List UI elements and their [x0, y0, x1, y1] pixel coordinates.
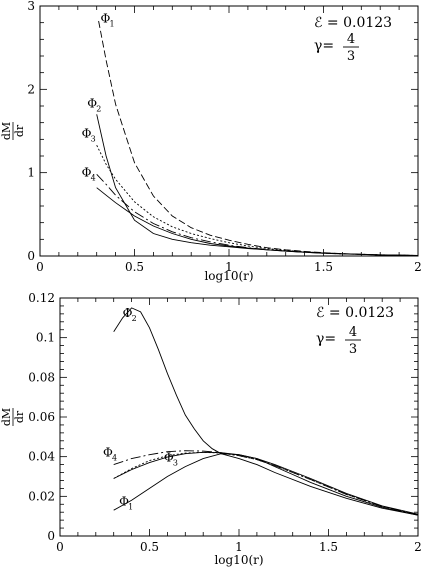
y-axis-label-numerator: dM — [0, 408, 13, 426]
series-label-symbol: Φ — [103, 446, 113, 460]
series-line-5 — [96, 187, 419, 256]
series-line-4 — [113, 450, 419, 516]
series-label-subscript: 4 — [91, 174, 96, 183]
series-label-symbol: Φ — [164, 451, 174, 465]
y-tick-label: 0.1 — [36, 331, 55, 345]
x-tick-label: 0.5 — [140, 540, 159, 554]
gamma-annotation-prefix: γ= — [314, 38, 334, 54]
epsilon-annotation: ℰ = 0.0123 — [316, 305, 394, 321]
y-axis-label-numerator: dM — [0, 122, 13, 140]
y-tick-label: 0.08 — [28, 370, 55, 384]
y-tick-label: 1 — [27, 166, 35, 180]
bottom-panel: 0 0.5 1 1.5 2 0 0.02 0.04 0.06 0.08 0.1 0.12 log10(r… — [0, 291, 421, 567]
x-axis-label: log10(r) — [204, 269, 253, 283]
gamma-annotation-denominator: 3 — [347, 49, 355, 64]
series-line-1 — [98, 20, 419, 257]
y-tick-label: 0.04 — [28, 450, 55, 464]
x-tick-label: 1 — [225, 260, 233, 274]
y-tick-label: 2 — [27, 82, 35, 96]
y-axis-label: dM dr — [0, 408, 26, 426]
y-axis-label-denominator: dr — [13, 410, 26, 423]
series-label-subscript: 1 — [128, 502, 133, 511]
x-tick-label: 0 — [36, 260, 44, 274]
x-tick-label: 0.5 — [125, 260, 144, 274]
y-tick-label: 0.02 — [28, 489, 55, 503]
series-line-4 — [96, 173, 419, 256]
y-tick-label: 3 — [27, 0, 35, 13]
series-label-symbol: Φ — [100, 12, 110, 26]
series-line-1 — [113, 307, 419, 516]
plot-frame — [39, 5, 419, 257]
series-line-2 — [113, 453, 419, 516]
series-line-3 — [113, 451, 419, 516]
x-tick-label: 0 — [56, 540, 64, 554]
series-label-symbol: Φ — [87, 97, 97, 111]
x-tick-label: 1 — [235, 540, 243, 554]
series-line-3 — [96, 145, 419, 256]
x-tick-label: 2 — [414, 260, 421, 274]
series-label-symbol: Φ — [119, 494, 129, 508]
series-label-symbol: Φ — [82, 127, 92, 141]
series-label-subscript: 1 — [109, 20, 114, 29]
y-axis-label: dM dr — [0, 122, 26, 140]
gamma-annotation-denominator: 3 — [349, 342, 357, 357]
series-label-subscript: 2 — [132, 314, 137, 323]
series-line-2 — [96, 114, 419, 256]
series-label-subscript: 3 — [91, 135, 96, 144]
series-line-5 — [113, 451, 419, 515]
series-label-subscript: 2 — [96, 105, 101, 114]
gamma-annotation-numerator: 4 — [347, 32, 355, 47]
series-label-subscript: 4 — [112, 454, 117, 463]
series-label-subscript: 3 — [173, 459, 178, 468]
y-tick-label: 0.06 — [28, 410, 55, 424]
series-label-symbol: Φ — [82, 166, 92, 180]
y-tick-label: 0 — [47, 529, 55, 543]
gamma-annotation-numerator: 4 — [349, 325, 357, 340]
y-tick-label: 0 — [27, 249, 35, 263]
y-tick-label: 0.12 — [28, 291, 55, 305]
epsilon-annotation: ℰ = 0.0123 — [314, 15, 392, 31]
y-axis-label-denominator: dr — [13, 124, 26, 137]
series-label-symbol: Φ — [123, 306, 133, 320]
x-tick-label: 1.5 — [319, 540, 338, 554]
gamma-annotation-prefix: γ= — [316, 331, 336, 347]
x-tick-label: 1.5 — [314, 260, 333, 274]
x-tick-label: 2 — [414, 540, 421, 554]
x-axis-label: log10(r) — [214, 553, 263, 567]
